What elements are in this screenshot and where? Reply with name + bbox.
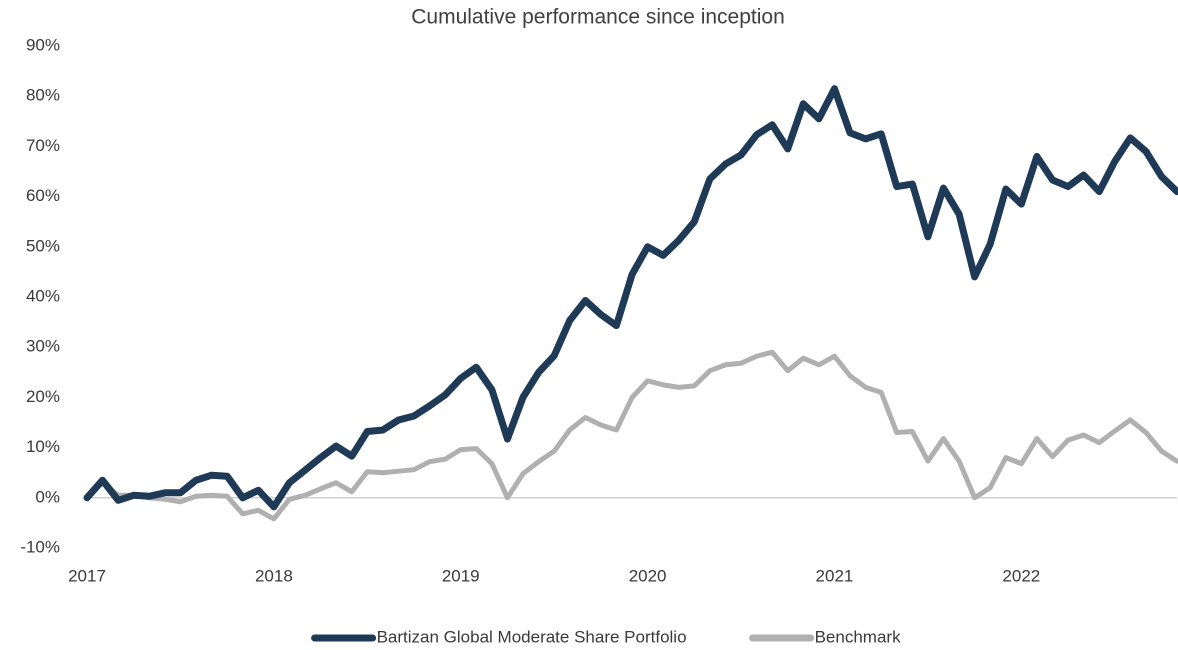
- y-tick-label: 80%: [26, 86, 60, 105]
- series-line: [84, 349, 1178, 522]
- x-tick-label: 2022: [1002, 566, 1040, 585]
- y-tick-label: 0%: [35, 487, 60, 506]
- y-tick-label: 50%: [26, 236, 60, 255]
- y-tick-label: 10%: [26, 437, 60, 456]
- y-tick-label: 20%: [26, 387, 60, 406]
- x-tick-label: 2018: [255, 566, 293, 585]
- y-tick-label: 90%: [26, 35, 60, 54]
- x-tick-label: 2019: [442, 566, 480, 585]
- series-line: [83, 85, 1178, 511]
- y-tick-label: 30%: [26, 337, 60, 356]
- y-tick-label: 40%: [26, 286, 60, 305]
- y-tick-label: 60%: [26, 186, 60, 205]
- y-tick-label: 70%: [26, 136, 60, 155]
- chart-title: Cumulative performance since inception: [411, 6, 785, 29]
- y-tick-label: -10%: [20, 537, 60, 556]
- x-tick-label: 2021: [816, 566, 854, 585]
- legend-label: Bartizan Global Moderate Share Portfolio: [377, 627, 687, 646]
- legend-label: Benchmark: [815, 627, 901, 646]
- x-tick-label: 2017: [68, 566, 106, 585]
- x-tick-label: 2020: [629, 566, 667, 585]
